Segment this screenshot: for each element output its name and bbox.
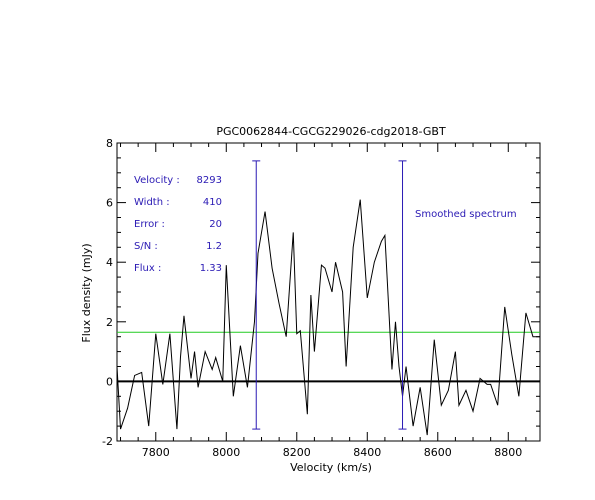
y-axis-label: Flux density (mJy) (80, 243, 93, 342)
annotation-value: 8293 (197, 175, 222, 186)
y-tick-label: 8 (106, 137, 113, 150)
measurement-annotations: Velocity : 8293 Width : 410 Error : 20 S/N : 1.… (134, 175, 517, 274)
annotation-label: Error : (134, 219, 165, 230)
annotation-label: S/N : (134, 241, 158, 252)
y-tick-label: 0 (106, 375, 113, 388)
spectrum-series (116, 199, 540, 436)
x-tick-label: 8200 (283, 446, 311, 459)
annotation-value: 1.2 (206, 241, 222, 252)
annotation-label: Flux : (134, 263, 161, 274)
velocity-markers (252, 160, 407, 430)
x-tick-label: 7800 (142, 446, 170, 459)
x-tick-label: 8000 (212, 446, 240, 459)
x-tick-label: 8600 (424, 446, 452, 459)
chart-title: PGC0062844-CGCG229026-cdg2018-GBT (216, 125, 446, 138)
x-tick-label: 8800 (494, 446, 522, 459)
x-tick-label: 8400 (353, 446, 381, 459)
y-tick-label: 2 (106, 316, 113, 329)
reference-lines (117, 331, 540, 383)
annotation-value: 20 (209, 219, 222, 230)
annotation-value: 1.33 (200, 263, 222, 274)
axis-ticks: 7800 8000 8200 8400 8600 8800 -2 0 2 4 6 8 (102, 137, 540, 459)
annotation-label: Width : (134, 197, 170, 208)
smoothed-spectrum-note: Smoothed spectrum (415, 209, 517, 220)
y-tick-label: 6 (106, 197, 113, 210)
y-tick-label: -2 (102, 435, 113, 448)
spectrum-line (116, 199, 540, 436)
x-axis-label: Velocity (km/s) (290, 461, 372, 474)
y-tick-label: 4 (106, 256, 113, 269)
annotation-value: 410 (203, 197, 222, 208)
annotation-label: Velocity : (134, 175, 180, 186)
